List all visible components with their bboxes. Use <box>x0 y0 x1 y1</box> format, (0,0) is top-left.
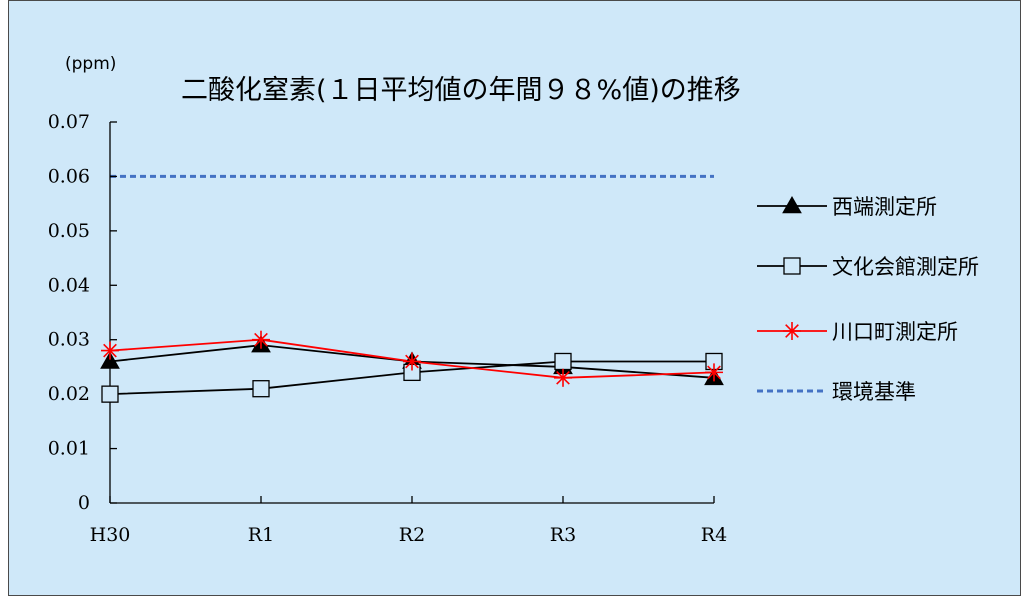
data-point-1 <box>554 352 572 371</box>
data-point-2 <box>252 330 270 349</box>
x-tick-label: H30 <box>90 524 131 546</box>
data-point-2 <box>705 363 723 382</box>
plot-area: 0 0.01 0.02 0.03 0.04 0.05 0.06 0.07 H30 R1 R2 R3 R4 <box>48 111 728 546</box>
chart-frame: (ppm) 二酸化窒素(１日平均値の年間９８%値)の推移 0 0.01 0.02 0.… <box>8 0 1021 596</box>
legend-label: 環境基準 <box>832 380 916 404</box>
x-tick-label: R4 <box>701 524 727 546</box>
legend-marker <box>782 195 802 214</box>
data-point-1 <box>252 380 270 398</box>
legend-marker <box>783 257 801 275</box>
chart: (ppm) 二酸化窒素(１日平均値の年間９８%値)の推移 0 0.01 0.02 0.… <box>9 1 1020 595</box>
y-tick-label: 0.03 <box>48 329 90 351</box>
y-tick-label: 0.02 <box>48 383 90 405</box>
data-point-2 <box>403 352 421 371</box>
legend-label: 西端測定所 <box>832 195 937 219</box>
data-point-2 <box>101 341 119 360</box>
x-tick-label: R1 <box>248 524 274 546</box>
data-point-2 <box>554 368 572 387</box>
y-tick-label: 0 <box>78 492 90 514</box>
data-point-1 <box>101 385 119 403</box>
y-tick-label: 0.04 <box>48 274 90 296</box>
legend-label: 文化会館測定所 <box>832 255 979 279</box>
data-point-0 <box>100 351 120 369</box>
x-tick-label: R3 <box>550 524 576 546</box>
chart-unit-label: (ppm) <box>65 54 116 74</box>
chart-title: 二酸化窒素(１日平均値の年間９８%値)の推移 <box>181 75 741 106</box>
y-tick-label: 0.06 <box>48 165 90 187</box>
legend-label: 川口町測定所 <box>832 320 958 344</box>
y-tick-label: 0.07 <box>48 111 90 133</box>
legend-marker <box>783 322 801 340</box>
y-tick-label: 0.05 <box>48 220 90 242</box>
y-tick-label: 0.01 <box>48 438 90 460</box>
chart-background <box>9 1 1020 595</box>
x-tick-label: R2 <box>399 524 425 546</box>
